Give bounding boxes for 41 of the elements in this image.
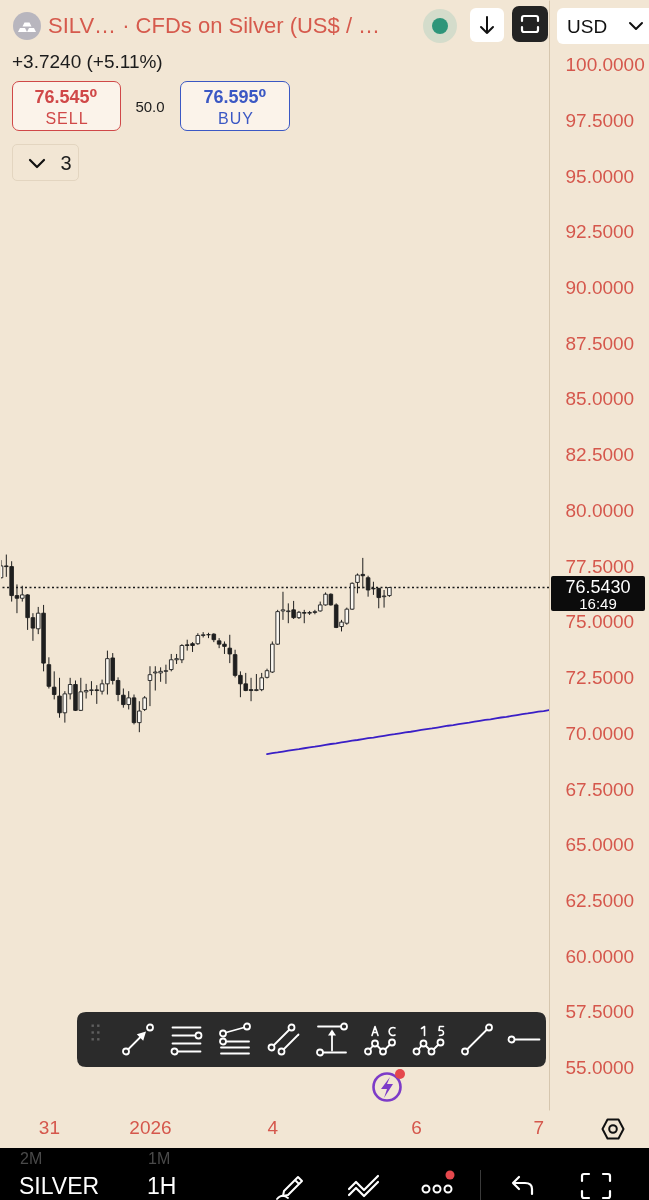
- y-tick-label: 97.5000: [565, 109, 635, 131]
- y-tick-label: 85.0000: [565, 388, 635, 410]
- text: SILV… · CFDs on Silver (US$ / …: [48, 13, 381, 38]
- candlestick: [147, 665, 153, 707]
- candlestick: [46, 656, 52, 690]
- annotation: 50.0: [135, 97, 165, 115]
- y-tick-label: 75.0000: [565, 611, 635, 633]
- x-tick-label: 31: [38, 1116, 60, 1138]
- y-tick-label: 72.5000: [565, 667, 635, 689]
- y-tick-label: 87.5000: [565, 332, 635, 354]
- y-tick-label: 60.0000: [565, 945, 635, 967]
- x-tick-label: 7: [533, 1116, 545, 1138]
- y-tick-label: 57.5000: [565, 1001, 635, 1023]
- x-tick-label: 6: [411, 1116, 422, 1138]
- text: 1M: [148, 1150, 171, 1167]
- y-tick-label: 77.5000: [565, 555, 635, 577]
- y-tick-label: 95.0000: [565, 165, 635, 187]
- text: USD: [567, 15, 608, 37]
- y-tick-label: 67.5000: [565, 778, 635, 800]
- annotation: 76.545⁰: [34, 87, 98, 107]
- annotation: SELL: [45, 110, 89, 127]
- y-tick-label: 62.5000: [565, 889, 635, 911]
- annotation: 76.595⁰: [203, 87, 267, 107]
- y-tick-label: 92.5000: [565, 221, 635, 243]
- y-tick-label: 90.0000: [565, 277, 635, 299]
- x-tick-label: 2026: [129, 1116, 172, 1138]
- x-tick-label: 4: [267, 1116, 279, 1138]
- y-tick-label: 55.0000: [565, 1057, 635, 1079]
- annotation: +3.7240 (+5.11%): [12, 50, 163, 72]
- annotation: 3: [60, 152, 72, 174]
- text: 2M: [20, 1150, 43, 1167]
- y-tick-label: 80.0000: [565, 499, 635, 521]
- y-tick-label: 70.0000: [565, 722, 635, 744]
- y-tick-label: 100.0000: [565, 54, 645, 76]
- candlestick: [51, 670, 57, 700]
- text: SILVER: [19, 1172, 100, 1199]
- text: 1H: [147, 1172, 177, 1199]
- annotation: BUY: [218, 110, 254, 127]
- y-tick-label: 65.0000: [565, 834, 635, 856]
- y-tick-label: 82.5000: [565, 444, 635, 466]
- line-series: [266, 709, 549, 755]
